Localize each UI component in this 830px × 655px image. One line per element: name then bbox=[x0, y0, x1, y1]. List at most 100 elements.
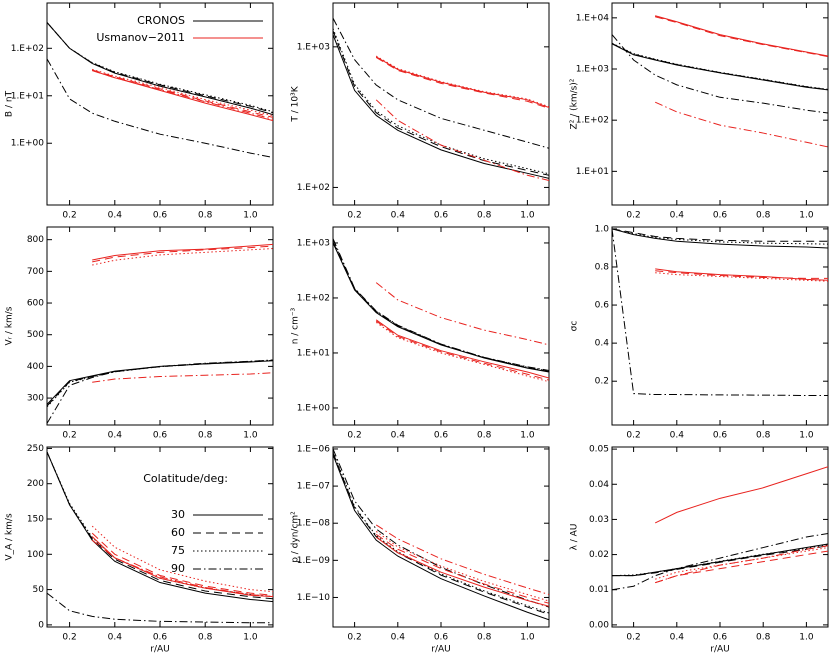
y-tick-label: 1.E+03 bbox=[297, 42, 330, 52]
x-tick-label: 0.4 bbox=[108, 633, 123, 643]
x-axis-label: r/AU bbox=[710, 645, 729, 655]
data-line bbox=[47, 22, 273, 113]
panel: 0.2 0.4 0.6 0.8 1.0 1.E−10 1.E−09 1.E−08 1.E−07 1… bbox=[291, 444, 550, 655]
y-tick-label: 1.E+02 bbox=[576, 116, 609, 126]
data-line bbox=[654, 466, 828, 524]
y-tick-label: 1.E−07 bbox=[297, 482, 330, 492]
x-tick-label: 0.6 bbox=[153, 431, 168, 441]
y-tick-label: 1.E+02 bbox=[11, 44, 44, 54]
data-line bbox=[47, 451, 273, 603]
y-tick-label: 1.E+00 bbox=[11, 139, 45, 149]
x-axis-label: r/AU bbox=[150, 645, 169, 655]
data-line bbox=[375, 531, 549, 602]
x-tick-label: 0.2 bbox=[347, 633, 361, 643]
data-line bbox=[655, 15, 828, 57]
y-tick-label: 50 bbox=[33, 585, 45, 595]
x-tick-label: 0.8 bbox=[477, 431, 492, 441]
x-tick-label: 0.4 bbox=[391, 633, 406, 643]
legend-label: 75 bbox=[171, 544, 185, 557]
data-line bbox=[333, 452, 549, 615]
data-line bbox=[375, 57, 549, 109]
data-line bbox=[655, 545, 828, 584]
panel: 0.2 0.4 0.6 0.8 1.0 0 50 100 150 200 250 V_A / km/s… bbox=[5, 444, 274, 655]
data-line bbox=[91, 539, 273, 598]
y-tick-label: 0.6 bbox=[595, 301, 610, 311]
x-tick-label: 0.4 bbox=[391, 431, 406, 441]
data-line bbox=[91, 525, 273, 593]
data-line bbox=[612, 544, 828, 577]
y-tick-label: 0.00 bbox=[589, 620, 609, 630]
data-line bbox=[47, 451, 273, 600]
data-line bbox=[612, 42, 828, 90]
data-line bbox=[92, 68, 273, 117]
y-tick-label: 0 bbox=[38, 620, 44, 630]
data-line bbox=[47, 359, 273, 408]
y-axis-label: Vᵣ / km/s bbox=[5, 306, 15, 345]
plot-frame bbox=[46, 226, 274, 426]
x-tick-label: 1.0 bbox=[520, 431, 535, 441]
y-tick-label: 200 bbox=[27, 479, 44, 489]
x-tick-label: 0.6 bbox=[713, 211, 728, 221]
y-tick-label: 1.E+01 bbox=[297, 348, 330, 358]
data-line bbox=[375, 321, 549, 383]
x-tick-label: 0.8 bbox=[198, 633, 213, 643]
y-axis-label: V_A / km/s bbox=[5, 513, 15, 561]
data-line bbox=[612, 228, 828, 249]
y-tick-label: 1.E+04 bbox=[576, 13, 610, 23]
data-line bbox=[333, 17, 549, 149]
x-tick-label: 0.6 bbox=[713, 633, 728, 643]
y-tick-label: 700 bbox=[27, 267, 44, 277]
data-line bbox=[612, 228, 828, 396]
y-tick-label: 1.E+01 bbox=[11, 91, 44, 101]
x-tick-label: 0.8 bbox=[198, 211, 213, 221]
data-line bbox=[47, 22, 273, 116]
data-line bbox=[654, 101, 828, 148]
data-line bbox=[333, 451, 549, 614]
y-tick-label: 800 bbox=[27, 235, 44, 245]
data-line bbox=[375, 320, 549, 381]
data-line bbox=[612, 43, 828, 91]
y-tick-label: 1.E+03 bbox=[297, 238, 330, 248]
panel: 0.2 0.4 0.6 0.8 1.0 0.2 0.4 0.6 0.8 1.0 σc bbox=[570, 224, 829, 441]
data-line bbox=[47, 359, 273, 424]
y-tick-label: 0.04 bbox=[589, 480, 609, 490]
data-line bbox=[47, 22, 273, 114]
data-line bbox=[375, 99, 549, 181]
x-tick-label: 1.0 bbox=[520, 633, 535, 643]
data-line bbox=[92, 372, 273, 383]
x-tick-label: 1.0 bbox=[243, 211, 258, 221]
x-tick-label: 0.2 bbox=[626, 431, 640, 441]
data-line bbox=[375, 533, 549, 604]
legend-title: Colatitude/deg: bbox=[143, 472, 228, 485]
panel: 0.2 0.4 0.6 0.8 1.0 300 400 500 600 700 800 Vᵣ / km… bbox=[5, 226, 274, 441]
data-line bbox=[655, 15, 828, 57]
y-axis-label: B / nT bbox=[5, 90, 15, 117]
data-line bbox=[92, 69, 273, 118]
data-line bbox=[375, 536, 549, 607]
y-tick-label: 100 bbox=[27, 550, 44, 560]
data-line bbox=[91, 532, 273, 596]
x-tick-label: 0.4 bbox=[670, 211, 685, 221]
x-tick-label: 0.8 bbox=[756, 633, 771, 643]
y-tick-label: 1.E+01 bbox=[576, 167, 609, 177]
data-line bbox=[612, 43, 828, 91]
y-tick-label: 1.E+02 bbox=[297, 293, 330, 303]
y-tick-label: 1.E+02 bbox=[297, 183, 330, 193]
legend-label: 90 bbox=[171, 562, 185, 575]
y-tick-label: 1.E−08 bbox=[297, 519, 331, 529]
y-tick-label: 1.E−10 bbox=[297, 593, 331, 603]
x-tick-label: 0.8 bbox=[477, 211, 492, 221]
panel: 0.2 0.4 0.6 0.8 1.0 1.E+01 1.E+02 1.E+03 1.E+04 Z… bbox=[570, 2, 829, 221]
data-line bbox=[333, 34, 549, 179]
x-tick-label: 0.2 bbox=[626, 633, 640, 643]
data-line bbox=[375, 282, 549, 346]
x-tick-label: 0.4 bbox=[108, 211, 123, 221]
data-line bbox=[47, 360, 273, 405]
y-axis-label: n / cm⁻³ bbox=[291, 307, 301, 344]
data-line bbox=[92, 245, 273, 263]
x-tick-label: 0.8 bbox=[756, 211, 771, 221]
y-tick-label: 1.E+03 bbox=[576, 65, 609, 75]
plot-frame bbox=[611, 446, 829, 628]
legend-label: Usmanov−2011 bbox=[96, 31, 185, 44]
x-tick-label: 0.2 bbox=[62, 211, 76, 221]
